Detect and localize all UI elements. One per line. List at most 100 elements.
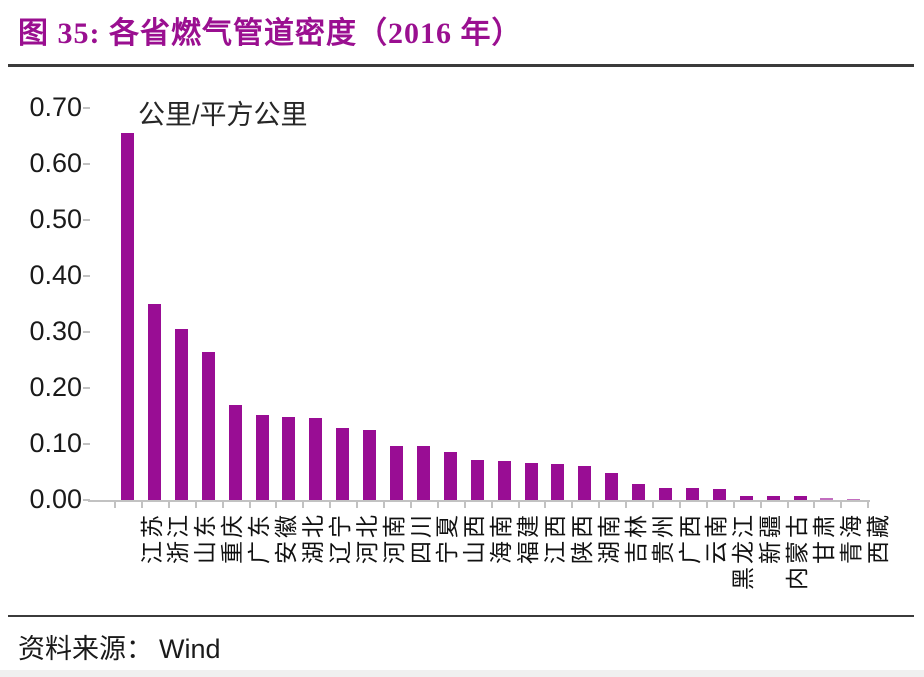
bar <box>578 466 592 500</box>
bar <box>685 488 699 500</box>
bar <box>309 418 323 500</box>
y-axis-tick-label: 0.60 <box>29 148 82 178</box>
x-axis-tick-mark <box>571 502 574 508</box>
x-axis-tick-mark <box>302 502 305 508</box>
x-axis-tick-mark <box>383 502 385 508</box>
y-axis-tick-label: 0.00 <box>29 484 82 514</box>
x-axis-label: 湖北 <box>299 512 326 564</box>
x-axis-tick-mark <box>544 502 547 508</box>
bar <box>793 496 807 500</box>
x-axis-label: 陕西 <box>568 512 595 564</box>
y-axis-tick-mark <box>83 499 90 501</box>
bar <box>551 464 565 500</box>
x-axis-tick-mark <box>598 502 601 508</box>
y-axis-tick-mark <box>83 163 90 165</box>
bar <box>497 461 511 500</box>
x-axis-label: 海南 <box>488 512 515 564</box>
x-axis-tick-mark <box>167 502 170 508</box>
bar <box>255 415 269 500</box>
bar <box>820 498 834 500</box>
y-axis-tick-label: 0.30 <box>29 316 82 346</box>
y-axis-tick-mark <box>83 443 90 445</box>
bottom-edge-strip <box>0 670 924 677</box>
x-axis-line <box>88 500 870 502</box>
bar <box>524 463 538 500</box>
x-axis-label: 江苏 <box>138 512 165 564</box>
y-axis-tick-label: 0.10 <box>29 428 82 458</box>
figure-title: 图 35: 各省燃气管道密度（2016 年） <box>18 17 523 50</box>
bar <box>766 496 780 500</box>
x-axis-tick-mark <box>652 502 654 508</box>
x-axis-label: 山东 <box>192 512 219 564</box>
y-axis-tick-mark <box>83 107 90 109</box>
x-axis-tick-mark <box>732 502 735 508</box>
x-axis-label: 湖南 <box>595 512 622 564</box>
x-axis-label: 甘肃 <box>811 512 837 564</box>
x-axis-tick-mark <box>248 502 251 508</box>
y-axis-tick-mark <box>83 275 90 277</box>
bar <box>174 329 188 500</box>
x-axis-label: 内蒙古 <box>784 512 811 590</box>
bar <box>147 304 161 500</box>
bar <box>605 473 619 500</box>
x-axis-tick-mark <box>625 502 628 508</box>
bar <box>201 352 215 500</box>
x-axis-tick-mark <box>705 502 708 508</box>
bar <box>416 446 430 500</box>
y-axis-tick-mark <box>83 387 90 389</box>
x-axis-tick-mark <box>867 502 870 508</box>
x-axis-tick-mark <box>275 502 278 508</box>
y-axis-tick-label: 0.40 <box>29 260 82 290</box>
x-axis-label: 河南 <box>380 512 407 564</box>
bar <box>712 489 726 500</box>
x-axis-label: 四川 <box>407 512 434 564</box>
bar <box>282 417 296 500</box>
x-axis-label: 吉林 <box>622 512 649 564</box>
x-axis-tick-mark <box>194 502 197 508</box>
x-axis-label: 宁夏 <box>434 512 461 564</box>
x-axis-tick-mark <box>786 502 789 508</box>
x-axis-label: 安徽 <box>273 512 299 564</box>
y-axis-tick-label: 0.70 <box>29 92 82 122</box>
x-axis-label: 黑龙江 <box>730 512 757 590</box>
x-axis-label: 江西 <box>542 512 568 564</box>
x-axis-label: 广西 <box>676 512 703 564</box>
x-axis-tick-mark <box>140 502 143 508</box>
y-axis-tick-mark <box>83 331 90 333</box>
bar <box>363 430 377 500</box>
x-axis-tick-mark <box>114 502 116 508</box>
x-axis-tick-mark <box>436 502 439 508</box>
x-axis-label: 广东 <box>246 512 273 564</box>
x-axis-tick-mark <box>356 502 359 508</box>
x-axis-label: 云南 <box>703 512 730 564</box>
x-axis-label: 重庆 <box>219 512 246 564</box>
x-axis-label: 山西 <box>461 512 488 564</box>
x-axis-tick-mark <box>329 502 332 508</box>
y-axis-unit-label: 公里/平方公里 <box>138 100 308 130</box>
x-axis-label: 河北 <box>353 512 380 564</box>
bar <box>739 496 753 500</box>
x-axis-label: 贵州 <box>649 512 676 564</box>
x-axis-label: 青海 <box>837 512 864 564</box>
source-divider-rule <box>8 615 914 617</box>
x-axis-tick-mark <box>678 502 681 508</box>
bar-chart: 公里/平方公里 0.00 0.10 0.20 0.30 0.40 0.50 0.60 0.70 江… <box>0 70 924 615</box>
x-axis-tick-mark <box>409 502 412 508</box>
x-axis-label: 福建 <box>515 512 542 564</box>
source-label: 资料来源： <box>18 634 153 664</box>
x-axis-tick-mark <box>517 502 520 508</box>
x-axis-tick-mark <box>759 502 762 508</box>
x-axis-label: 辽宁 <box>326 512 353 564</box>
x-axis-label: 西藏 <box>864 512 891 564</box>
bar <box>847 499 861 500</box>
bar <box>443 452 457 500</box>
x-axis-tick-mark <box>813 502 816 508</box>
source-name: Wind <box>159 634 221 664</box>
y-axis-tick-mark <box>83 219 90 221</box>
bar <box>659 488 672 500</box>
x-axis-label: 新疆 <box>757 512 784 564</box>
bar <box>470 460 484 500</box>
y-axis-tick-label: 0.20 <box>29 372 82 402</box>
y-axis-tick-label: 0.50 <box>29 204 82 234</box>
